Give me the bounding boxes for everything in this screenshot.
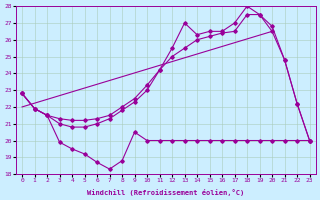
X-axis label: Windchill (Refroidissement éolien,°C): Windchill (Refroidissement éolien,°C) [87,189,244,196]
